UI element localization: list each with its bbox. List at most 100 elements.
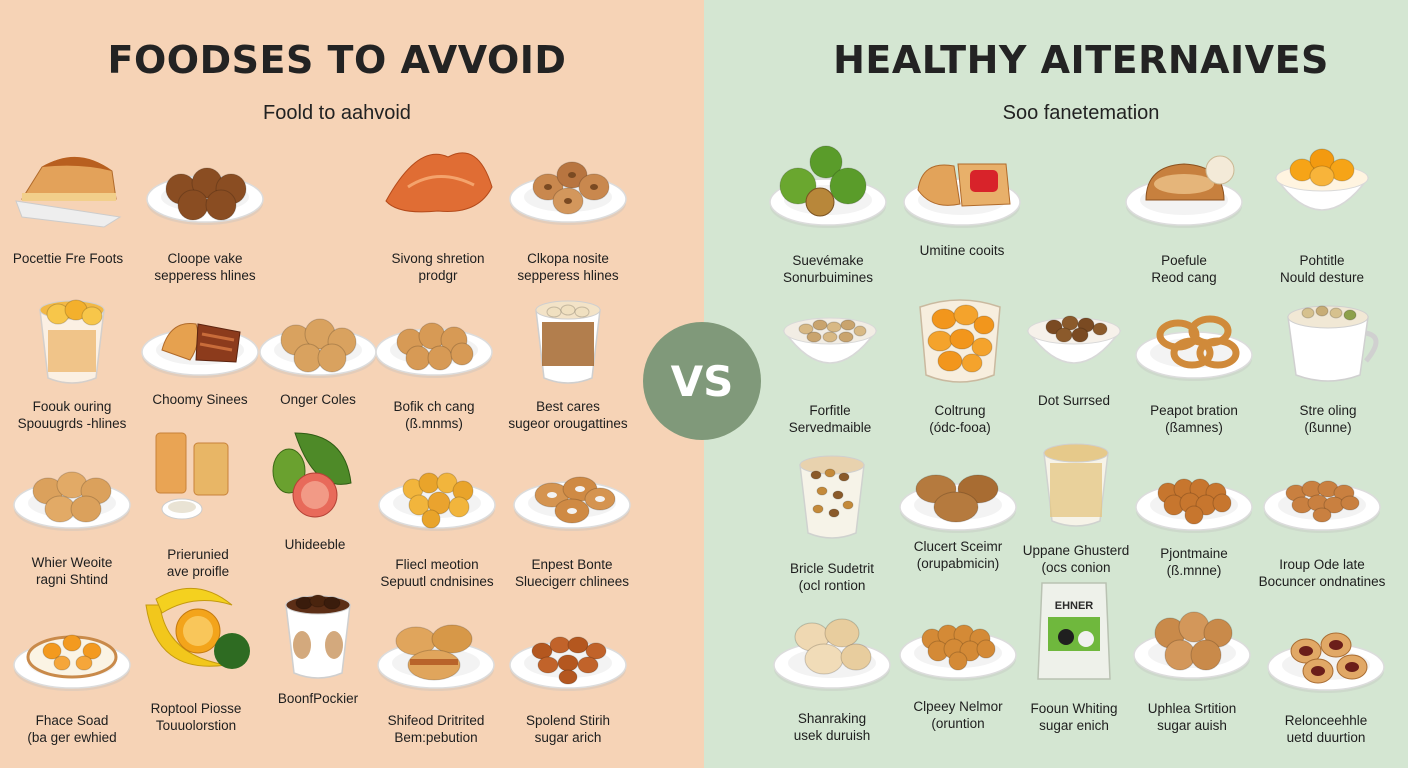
- caption-line-primary: Fliecl meotion: [395, 557, 479, 572]
- sesame-balls-icon: [1133, 611, 1251, 681]
- food-caption: Iroup Ode late Bocuncer ondnatines: [1247, 556, 1397, 590]
- caption-line-primary: Poefule: [1161, 253, 1207, 268]
- food-caption: Pocettie Fre Foots: [0, 250, 143, 267]
- caption-line-primary: Uphlea Srtition: [1147, 701, 1237, 716]
- caption-line-primary: Choomy Sinees: [152, 392, 248, 407]
- panel-subtitle: Soo fanetemation: [1002, 102, 1160, 124]
- caption-line-secondary: (oruntion: [931, 716, 985, 731]
- caption-line-primary: Coltrung: [934, 403, 986, 418]
- food-caption: Suevémake Sonurbuimines: [753, 252, 903, 286]
- caption-line-secondary: (ßunne): [1304, 420, 1352, 435]
- croissant-icon: [385, 152, 493, 213]
- caption-line-secondary: Touuolorstion: [155, 718, 237, 733]
- orange-bowl-icon: [1274, 148, 1370, 211]
- caption-line-primary: Dot Surrsed: [1037, 393, 1111, 408]
- caption-line-secondary: Bocuncer ondnatines: [1258, 574, 1386, 589]
- caption-line-secondary: (ocl rontion: [798, 578, 866, 593]
- caption-line-primary: Relonceehhle: [1284, 713, 1368, 728]
- roast-nuts-icon: [899, 624, 1017, 681]
- panel-title: HEALTHY AITERNAIVES: [833, 38, 1329, 82]
- muffins-icon: [146, 167, 264, 225]
- caption-line-primary: Clucert Sceimr: [913, 539, 1003, 554]
- caption-line-secondary: (ba ger ewhied: [27, 730, 117, 745]
- food-caption: Best cares sugeor orougattines: [493, 398, 643, 432]
- food-caption: Foouk ouring Spouugrds -hlines: [0, 398, 147, 432]
- nuggets-icon: [375, 322, 493, 378]
- roasted-bites-icon: [1135, 478, 1253, 533]
- caption-line-primary: Clpeey Nelmor: [913, 699, 1003, 714]
- drinks-icon: [155, 432, 229, 520]
- caption-line-secondary: sepperess hlines: [517, 268, 619, 283]
- panel-title: FOODSES TO AVVOID: [107, 38, 567, 82]
- caption-line-primary: Suevémake: [792, 253, 864, 268]
- caption-line-secondary: Servedmaible: [788, 420, 872, 435]
- food-caption: Choomy Sinees: [125, 391, 275, 408]
- sandwich-icon: [377, 624, 495, 691]
- food-caption: Cloope vake sepperess hlines: [130, 250, 280, 284]
- cookies-icon: [259, 318, 377, 378]
- food-caption: Shifeod Dritrited Bem:pebution: [361, 712, 511, 746]
- fruit-cup-icon: [39, 299, 105, 384]
- caption-line-secondary: Sonurbuimines: [782, 270, 874, 285]
- versus-label: VS: [670, 356, 734, 406]
- caption-line-secondary: sepperess hlines: [154, 268, 256, 283]
- caption-line-primary: Pocettie Fre Foots: [12, 251, 124, 266]
- food-caption: Pohtitle Nould desture: [1247, 252, 1397, 286]
- caption-line-secondary: sugar enich: [1039, 718, 1109, 733]
- pastry-plate-icon: [141, 323, 259, 378]
- food-caption: Roptool Piosse Touuolorstion: [121, 700, 271, 734]
- caption-line-secondary: sugar arich: [534, 730, 602, 745]
- caption-line-secondary: (orupabmicin): [916, 556, 1000, 571]
- food-caption: Dot Surrsed: [999, 392, 1149, 409]
- donuts-icon: [509, 161, 627, 225]
- caption-line-secondary: Spouugrds -hlines: [17, 416, 127, 431]
- food-caption: BoonfPockier: [243, 690, 393, 707]
- limes-icon: [769, 145, 887, 228]
- pistachio-cup-icon: [1287, 305, 1379, 382]
- caption-line-primary: Bofik ch cang: [393, 399, 475, 414]
- caption-line-primary: Iroup Ode late: [1279, 557, 1365, 572]
- caption-line-primary: Uhideeble: [284, 537, 346, 552]
- caption-line-primary: Shanraking: [797, 711, 867, 726]
- banana-orange-icon: [145, 587, 250, 669]
- caption-line-primary: Cloope vake: [167, 251, 243, 266]
- apricot-jar-icon: [919, 299, 1001, 383]
- pudding-cup-icon: [535, 300, 601, 384]
- food-caption: Shanraking usek duruish: [757, 710, 907, 744]
- food-caption: Uhideeble: [240, 536, 390, 553]
- caption-line-primary: Shifeod Dritrited: [387, 713, 485, 728]
- caption-line-primary: Forfitle: [809, 403, 851, 418]
- food-caption: Uphlea Srtition sugar auish: [1117, 700, 1267, 734]
- oat-cookies-icon: [899, 474, 1017, 533]
- nuts-plate-icon: [782, 317, 878, 364]
- caption-line-secondary: prodgr: [418, 268, 458, 283]
- foods-to-avoid-panel: FOODSES TO AVVOID Foold to aahvoid: [0, 0, 704, 768]
- caption-line-secondary: uetd duurtion: [1286, 730, 1366, 745]
- food-caption: Peapot bration (ßamnes): [1119, 402, 1269, 436]
- food-caption: Spolend Stirih sugar arich: [493, 712, 643, 746]
- hazelnut-bowl-icon: [1026, 315, 1122, 364]
- caption-line-primary: Best cares: [536, 399, 600, 414]
- food-caption: Prierunied ave proifle: [123, 546, 273, 580]
- food-caption: Clucert Sceimr (orupabmicin): [883, 538, 1033, 572]
- caption-line-secondary: ragni Shtind: [35, 572, 109, 587]
- food-caption: Relonceehhle uetd duurtion: [1251, 712, 1401, 746]
- pie-slice-icon: [15, 156, 122, 228]
- caption-line-primary: Foouk ouring: [32, 399, 112, 414]
- food-caption: Clpeey Nelmor (oruntion: [883, 698, 1033, 732]
- caption-line-primary: Uppane Ghusterd: [1022, 543, 1130, 558]
- caption-line-secondary: (ßamnes): [1165, 420, 1223, 435]
- granola-cup-icon: [1043, 443, 1109, 527]
- food-caption: Bofik ch cang (ß.mnms): [359, 398, 509, 432]
- caption-line-primary: BoonfPockier: [277, 691, 359, 706]
- snack-bag-icon: EHNER: [1037, 582, 1111, 680]
- food-caption: Pjontmaine (ß.mnne): [1119, 545, 1269, 579]
- fried-chicken-icon: [509, 636, 627, 691]
- almonds-icon: [1263, 480, 1381, 533]
- caption-line-secondary: Sepuutl cndnisines: [380, 574, 494, 589]
- caption-line-primary: Pohtitle: [1299, 253, 1345, 268]
- food-caption: Bricle Sudetrit (ocl rontion: [757, 560, 907, 594]
- food-caption: Clkopa nosite sepperess hlines: [493, 250, 643, 284]
- produce-icon: [272, 432, 352, 518]
- food-caption: Poefule Reod cang: [1109, 252, 1259, 286]
